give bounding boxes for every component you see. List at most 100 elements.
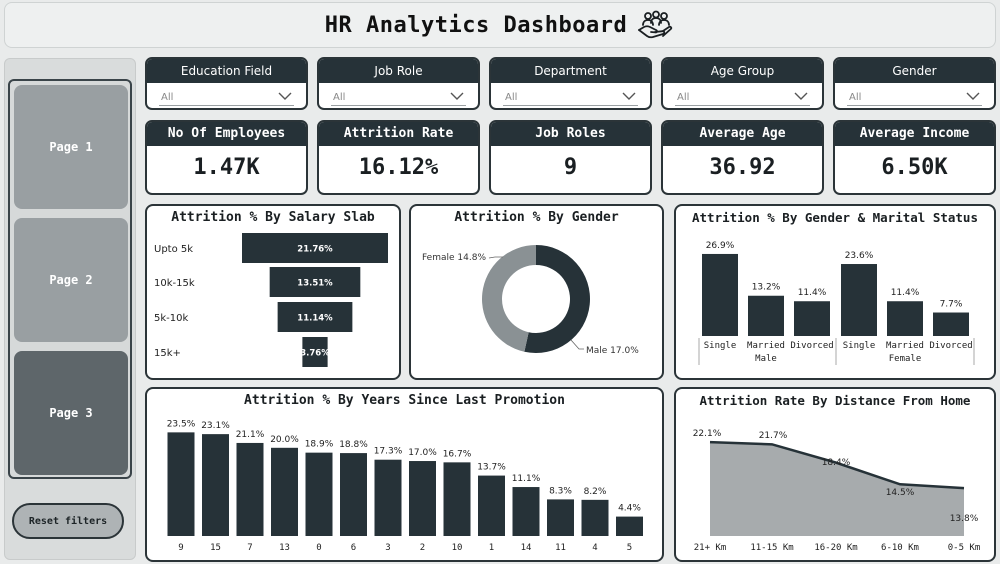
salary-slab-plot: Upto 5k 21.76% 10k-15k 13.51% 5k-10k 11.14% 15… [154, 233, 388, 367]
chevron-down-icon [622, 92, 636, 100]
data-label: 13.2% [752, 283, 781, 293]
filter-label: Age Group [663, 59, 822, 83]
bar [478, 475, 505, 536]
funnel-bar [302, 337, 328, 367]
kpi-attrition-rate: Attrition Rate 16.12% [317, 120, 480, 195]
bar [616, 516, 643, 536]
group-label: Female [889, 354, 922, 364]
category-label: 2 [420, 543, 425, 553]
bar [841, 264, 877, 336]
data-label: 4.4% [618, 504, 641, 514]
kpi-label: No Of Employees [147, 122, 306, 146]
filter-label: Job Role [319, 59, 478, 83]
chart-title: Attrition % By Gender & Marital Status [692, 210, 978, 225]
bar [702, 253, 738, 336]
bar [547, 499, 574, 536]
kpi-value: 1.47K [193, 155, 260, 180]
category-label: 13 [279, 543, 290, 553]
filter-gender[interactable]: Gender All [833, 57, 996, 110]
category-label: 1 [489, 543, 494, 553]
bar [340, 453, 367, 536]
data-label: 14.5% [886, 488, 915, 498]
group-label: Male [755, 354, 777, 364]
page-2-button[interactable]: Page 2 [14, 218, 128, 342]
leader-line [570, 339, 584, 350]
kpi-label: Job Roles [491, 122, 650, 146]
category-label: 6 [351, 543, 356, 553]
bar [305, 452, 333, 536]
bar [374, 459, 402, 536]
funnel-bar [269, 267, 361, 297]
distance-plot: 22.1% 21+ Km 21.7% 11-15 Km 18.4% 16-20 Km 14.… [693, 429, 981, 553]
bar [443, 462, 471, 536]
data-label: 21.1% [236, 430, 265, 440]
data-label: 23.5% [167, 419, 196, 429]
chevron-down-icon [278, 92, 292, 100]
filter-dropdown[interactable]: All [675, 87, 810, 106]
filter-value: All [677, 92, 690, 103]
chevron-down-icon [450, 92, 464, 100]
data-label: 21.7% [759, 431, 788, 441]
category-label: 11 [555, 543, 566, 553]
data-label: 13.51% [297, 279, 333, 289]
donut-slice [482, 245, 536, 352]
category-label: 21+ Km [694, 543, 727, 553]
data-label: 8.2% [584, 487, 607, 497]
bar [748, 295, 784, 336]
kpi-label: Average Age [663, 122, 822, 146]
kpi-employees: No Of Employees 1.47K [145, 120, 308, 195]
donut-slice [524, 245, 591, 353]
filter-value: All [849, 92, 862, 103]
chart-title: Attrition % By Years Since Last Promotio… [244, 393, 565, 408]
data-label: 18.4% [822, 458, 851, 468]
category-label: Married [747, 341, 785, 351]
page-3-label: Page 3 [49, 406, 93, 420]
reset-filters-button[interactable]: Reset filters [12, 503, 124, 539]
series-line [709, 440, 965, 490]
filter-education-field[interactable]: Education Field All [145, 57, 308, 110]
category-label: 14 [521, 543, 532, 553]
page-2-label: Page 2 [49, 273, 93, 287]
data-label: 13.8% [950, 514, 979, 524]
category-label: 0-5 Km [948, 543, 981, 553]
bar [202, 434, 229, 536]
category-label: 15 [210, 543, 221, 553]
marital-status-chart: Attrition % By Gender & Marital Status 2… [674, 204, 996, 380]
filter-value: All [505, 92, 518, 103]
filter-dropdown[interactable]: All [159, 87, 294, 106]
category-label: 0 [316, 543, 321, 553]
data-label: 3.76% [300, 349, 330, 359]
filter-label: Gender [835, 59, 994, 83]
filter-value: All [161, 92, 174, 103]
filter-department[interactable]: Department All [489, 57, 652, 110]
kpi-label: Average Income [835, 122, 994, 146]
distance-chart: Attrition Rate By Distance From Home 22.… [674, 387, 996, 562]
data-label: 11.1% [512, 474, 541, 484]
data-label: Male 17.0% [586, 346, 639, 356]
category-label: 10k-15k [154, 278, 195, 289]
bar [271, 447, 298, 536]
data-label: 20.0% [270, 435, 299, 445]
data-label: 18.8% [339, 440, 368, 450]
data-label: 23.6% [845, 251, 874, 261]
filter-age-group[interactable]: Age Group All [661, 57, 824, 110]
page-1-button[interactable]: Page 1 [14, 85, 128, 209]
category-label: 7 [247, 543, 252, 553]
page-3-button[interactable]: Page 3 [14, 351, 128, 475]
filter-dropdown[interactable]: All [503, 87, 638, 106]
gender-plot: Male 17.0% Female 14.8% [422, 245, 639, 356]
header: HR Analytics Dashboard [4, 2, 996, 48]
chart-title: Attrition Rate By Distance From Home [699, 393, 971, 408]
leader-line [488, 256, 503, 259]
filter-job-role[interactable]: Job Role All [317, 57, 480, 110]
kpi-value: 36.92 [709, 155, 776, 180]
bar [887, 301, 923, 336]
data-label: 13.7% [477, 463, 506, 473]
category-label: 15k+ [154, 348, 181, 359]
filter-dropdown[interactable]: All [331, 87, 466, 106]
category-label: 4 [592, 543, 597, 553]
kpi-label: Attrition Rate [319, 122, 478, 146]
funnel-bar [277, 302, 353, 332]
data-label: 18.9% [305, 440, 334, 450]
filter-dropdown[interactable]: All [847, 87, 982, 106]
